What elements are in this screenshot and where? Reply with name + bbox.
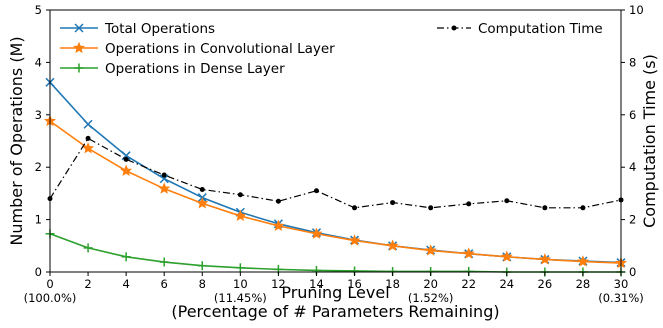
y-tick-label: 3 xyxy=(35,108,42,122)
x-tick-label: 6 xyxy=(161,277,168,291)
x-sub-label: (1.52%) xyxy=(408,291,454,305)
legend-label: Computation Time xyxy=(478,21,603,37)
series-1-point xyxy=(424,244,437,256)
series-2-point xyxy=(121,252,131,262)
legend-swatch-marker xyxy=(74,23,84,33)
series-line-2 xyxy=(49,233,621,273)
y2-tick-label: 6 xyxy=(629,108,636,122)
x-tick-label: 12 xyxy=(271,277,286,291)
series-3-point xyxy=(390,200,396,206)
y-tick-label: 2 xyxy=(35,160,42,174)
legend-group: Total Operations Operations in Convolutio… xyxy=(60,21,603,77)
x-axis-title: Pruning Level xyxy=(281,283,389,302)
x-tick-label: 2 xyxy=(84,277,91,291)
series-line-0 xyxy=(49,81,622,264)
series-3-point xyxy=(161,172,167,178)
x-tick-label: 0 xyxy=(46,277,53,291)
series-3-point xyxy=(542,205,548,211)
text-group: 0 2 4 6 8 10 12 14 16 18 20 22 24 26 28 30(100.0%) (11.4… xyxy=(7,3,659,321)
legend-label: Operations in Dense Layer xyxy=(105,61,285,77)
series-0-point xyxy=(83,119,93,129)
series-3-point xyxy=(85,135,91,141)
series-line-3 xyxy=(49,137,622,209)
series-2-point xyxy=(159,257,169,267)
legend-swatch-marker xyxy=(73,41,85,54)
series-2-point xyxy=(83,243,93,253)
y-tick-label: 4 xyxy=(35,55,42,69)
marker-stroke xyxy=(83,119,93,129)
x-sub-label: (0.31%) xyxy=(598,291,644,305)
y2-axis-title: Computation Time (s) xyxy=(640,54,659,228)
x-tick-label: 24 xyxy=(499,277,514,291)
x-tick-label: 4 xyxy=(122,277,129,291)
series-1-point xyxy=(158,182,171,194)
plot-marks xyxy=(44,77,627,277)
y-tick-label: 5 xyxy=(35,3,42,17)
y2-tick-label: 8 xyxy=(629,55,636,69)
series-3-point xyxy=(466,201,472,207)
x-tick-label: 14 xyxy=(309,277,324,291)
x-tick-label: 22 xyxy=(461,277,476,291)
x-tick-label: 8 xyxy=(199,277,206,291)
legend-swatch-marker xyxy=(451,25,457,31)
legend-label: Operations in Convolutional Layer xyxy=(105,41,335,57)
y-axis-title: Number of Operations (M) xyxy=(7,36,26,245)
series-line-1 xyxy=(49,120,622,264)
series-3-point xyxy=(123,156,129,162)
series-2-point xyxy=(235,263,245,273)
series-1-point xyxy=(538,253,551,265)
legend-swatch-marker xyxy=(74,63,84,73)
series-3-point xyxy=(237,192,243,198)
series-3-point xyxy=(275,198,281,204)
series-3-point xyxy=(580,205,586,211)
series-3-point xyxy=(504,198,510,204)
x-tick-label: 20 xyxy=(423,277,438,291)
x-tick-label: 16 xyxy=(347,277,362,291)
x-tick-label: 10 xyxy=(233,277,248,291)
series-1-point xyxy=(500,250,513,262)
series-1-point xyxy=(120,164,133,176)
series-3-point xyxy=(428,205,434,211)
y-tick-label: 1 xyxy=(35,213,42,227)
marker-stroke xyxy=(74,23,84,33)
y2-tick-label: 0 xyxy=(629,265,636,279)
series-3-point xyxy=(199,186,205,192)
x-sub-label: (11.45%) xyxy=(214,291,267,305)
series-1-point xyxy=(272,219,285,231)
y2-tick-label: 2 xyxy=(629,213,636,227)
series-0-point xyxy=(159,174,169,184)
y2-tick-label: 10 xyxy=(629,3,644,17)
y-tick-label: 0 xyxy=(35,265,42,279)
x-tick-label: 26 xyxy=(538,277,553,291)
legend-label: Total Operations xyxy=(104,21,215,37)
series-2-point xyxy=(197,261,207,271)
series-1-point xyxy=(386,239,399,251)
series-1-point xyxy=(234,209,247,222)
series-3-point xyxy=(352,205,358,211)
series-1-point xyxy=(82,142,95,154)
series-1-point xyxy=(310,227,323,239)
plot-frame xyxy=(49,9,622,273)
x-tick-label: 18 xyxy=(385,277,400,291)
marker-stroke xyxy=(159,174,169,184)
series-1-point xyxy=(348,234,361,246)
axes-group xyxy=(46,9,625,276)
x-sub-label: (100.0%) xyxy=(24,291,77,305)
series-3-point xyxy=(313,188,319,194)
y2-tick-label: 4 xyxy=(629,160,636,174)
x-axis-subtitle: (Percentage of # Parameters Remaining) xyxy=(171,302,499,321)
series-1-point xyxy=(462,247,475,259)
x-tick-label: 30 xyxy=(614,277,629,291)
x-tick-label: 28 xyxy=(576,277,591,291)
series-1-point xyxy=(196,197,209,209)
series-1-point xyxy=(576,255,589,267)
